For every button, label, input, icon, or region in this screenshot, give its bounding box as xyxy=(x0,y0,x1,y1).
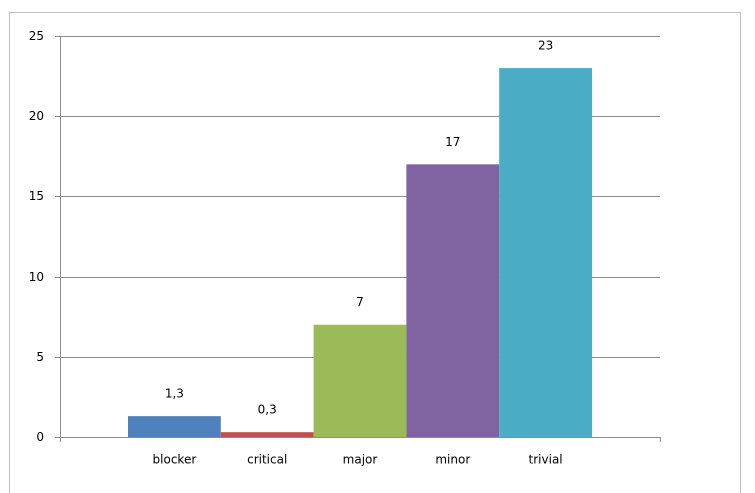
y-tick-label: 5 xyxy=(36,350,44,364)
bar xyxy=(313,324,407,437)
y-tick-label: 20 xyxy=(29,109,44,123)
data-label: 17 xyxy=(445,135,460,149)
y-tick-label: 25 xyxy=(29,29,44,43)
bar xyxy=(220,432,314,437)
x-tick-label: major xyxy=(343,453,378,467)
bar xyxy=(128,416,221,437)
y-tick-label: 15 xyxy=(29,189,44,203)
y-tick-label: 10 xyxy=(29,270,44,284)
x-tick-label: minor xyxy=(435,453,470,467)
x-tick-label: trivial xyxy=(529,453,563,467)
data-label: 0,3 xyxy=(258,403,277,417)
x-tick-label: blocker xyxy=(153,453,197,467)
data-label: 7 xyxy=(356,295,364,309)
data-label: 1,3 xyxy=(165,387,184,401)
x-tick-label: critical xyxy=(247,453,287,467)
bar xyxy=(499,68,592,437)
data-label: 23 xyxy=(538,39,553,53)
bar xyxy=(406,164,500,437)
y-tick-label: 0 xyxy=(36,430,44,444)
